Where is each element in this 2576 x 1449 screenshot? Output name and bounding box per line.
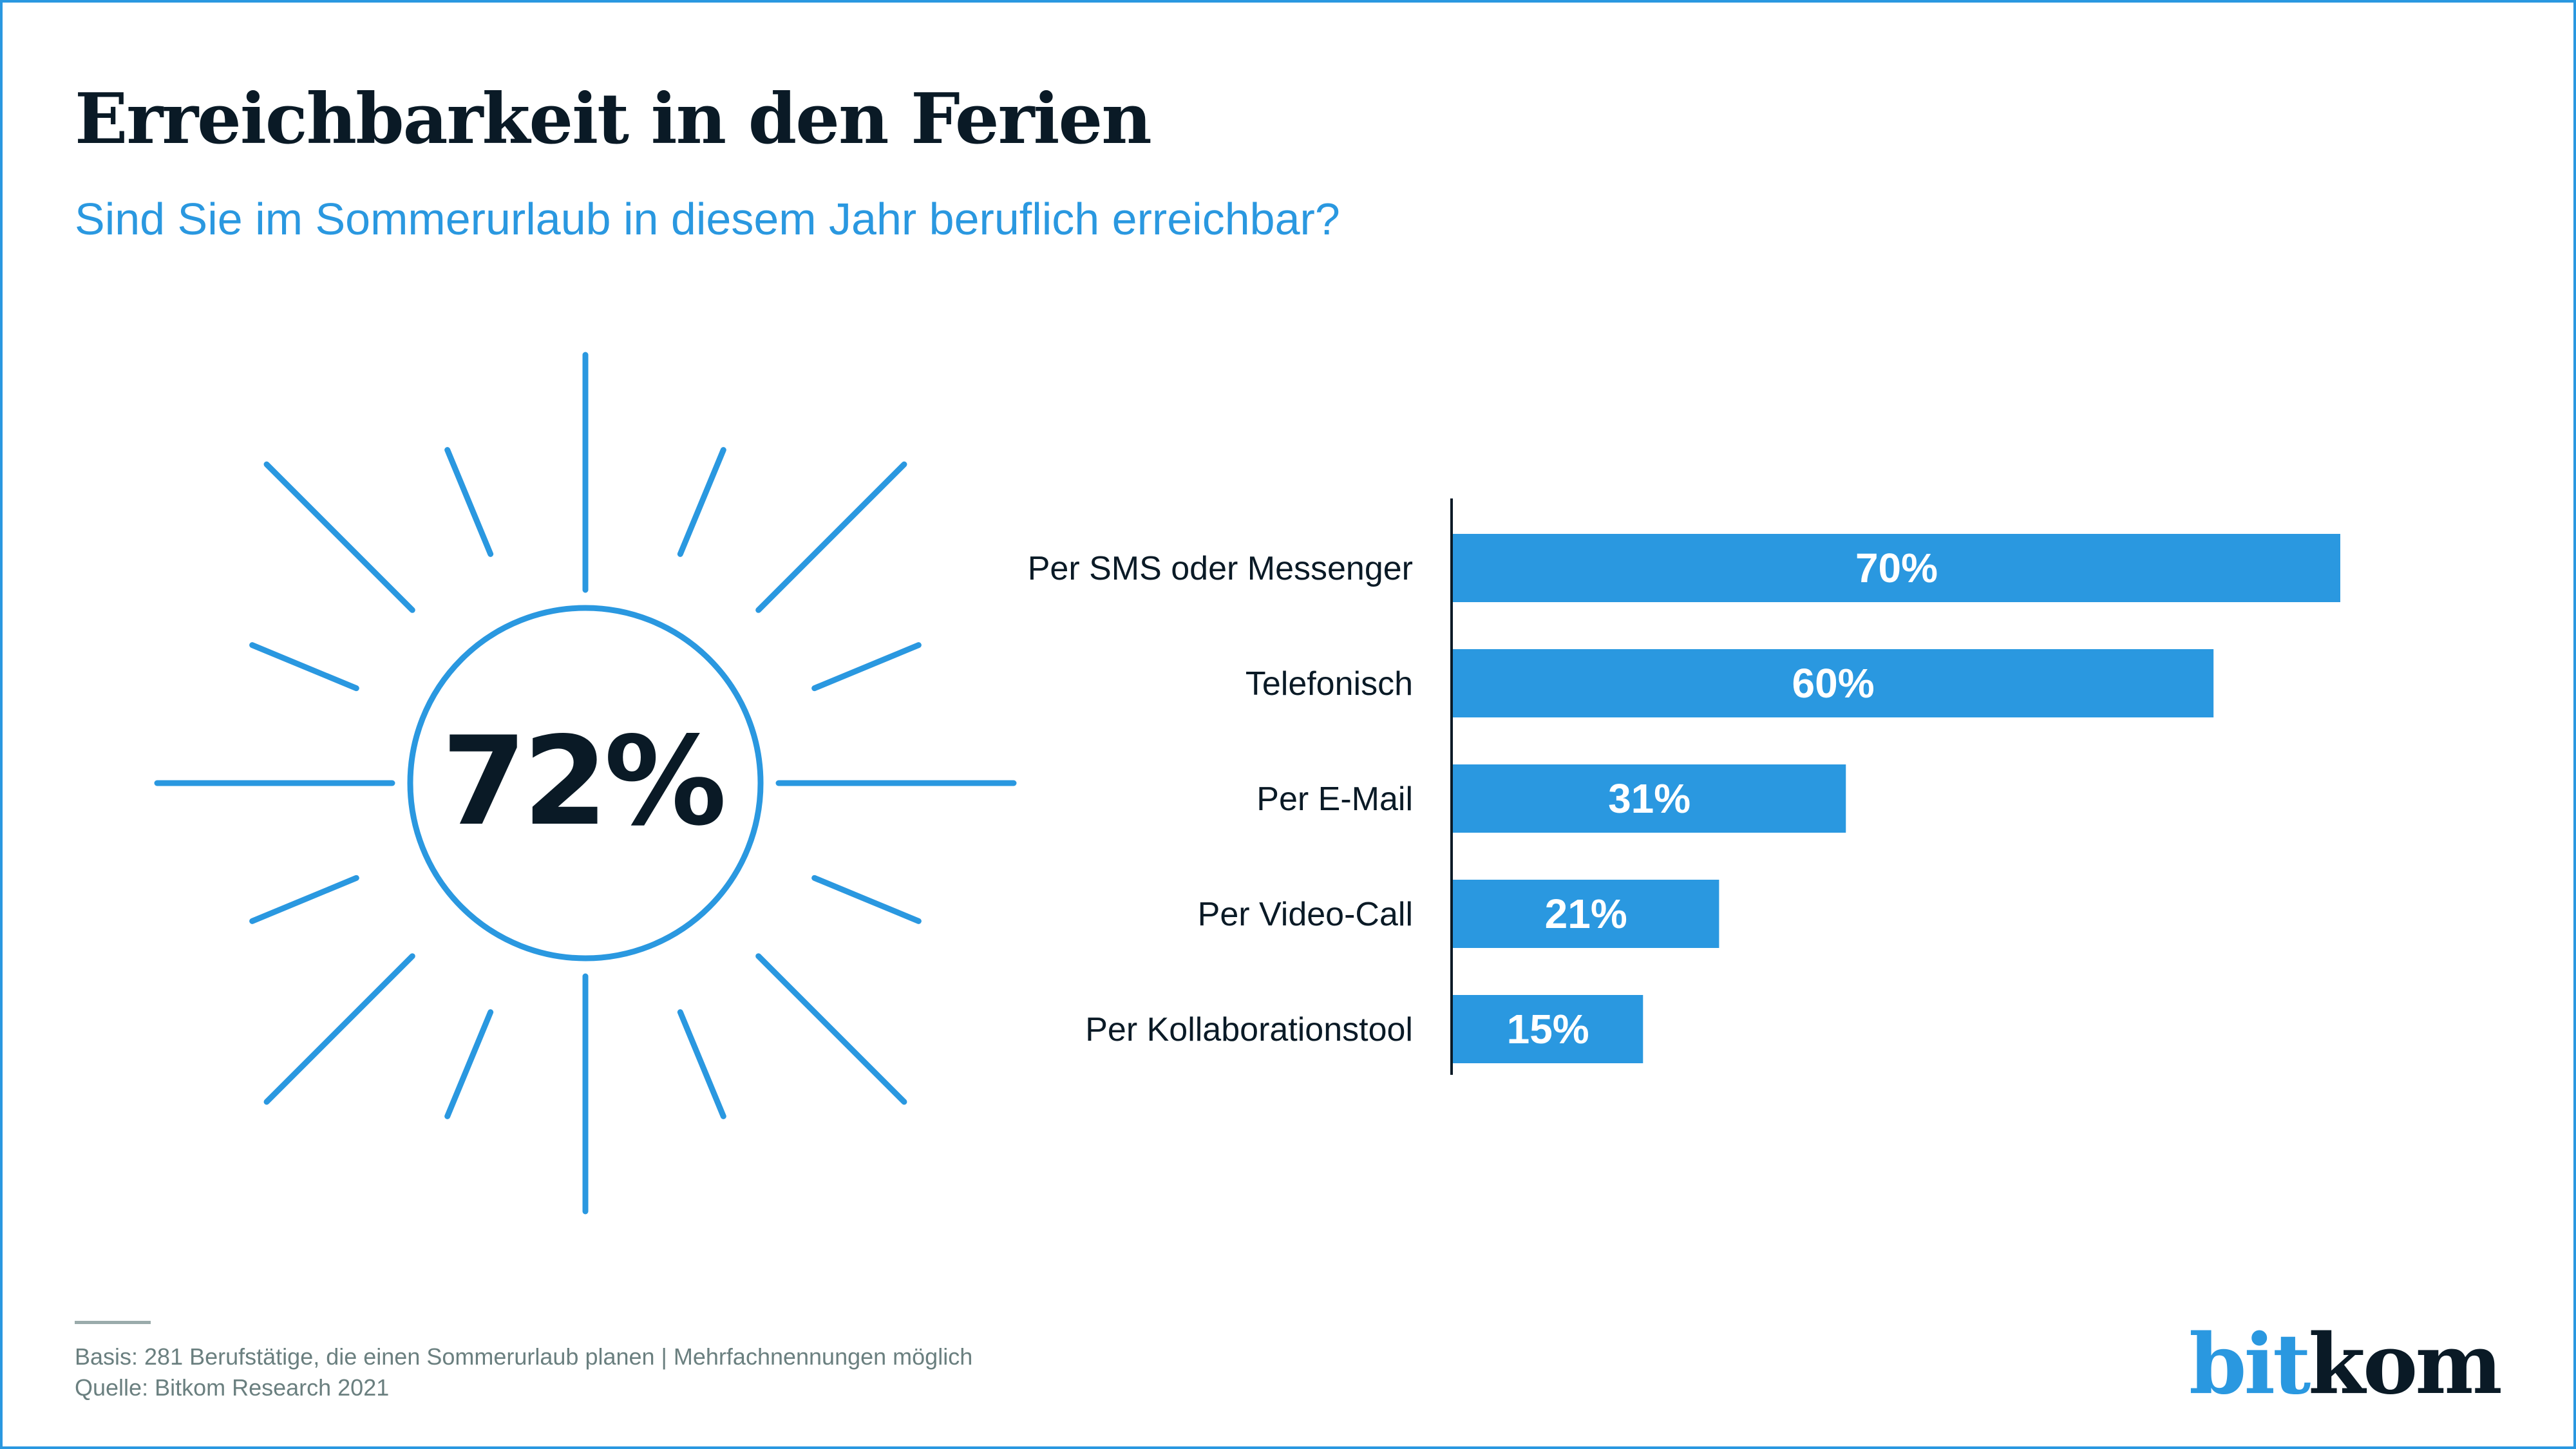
highlight-value: 72% <box>441 710 727 853</box>
sun-ray <box>444 1009 494 1119</box>
page-subtitle: Sind Sie im Sommerurlaub in diesem Jahr … <box>75 194 1340 244</box>
sun-ray <box>677 1009 726 1119</box>
bar-1 <box>1453 649 2214 717</box>
bar-0 <box>1453 534 2340 602</box>
sun-ray <box>755 953 907 1105</box>
sun-ray <box>811 875 922 924</box>
logo-part-bit: bit <box>2189 1316 2311 1413</box>
footer-divider <box>75 1321 151 1324</box>
sun-circle <box>407 605 764 961</box>
bar-3 <box>1453 880 1719 948</box>
sun-ray <box>263 953 415 1105</box>
value-label: 31% <box>1608 775 1690 822</box>
bar-chart: Per SMS oder Messenger 70% Telefonisch 60% P… <box>1028 498 2340 1075</box>
logo-part-kom: kom <box>2308 1316 2502 1413</box>
page-title: Erreichbarkeit in den Ferien <box>75 79 1152 160</box>
category-label: Per Video-Call <box>1198 896 1413 933</box>
category-label: Per Kollaborationstool <box>1085 1011 1413 1048</box>
value-label: 15% <box>1507 1006 1589 1052</box>
bar-2 <box>1453 764 1846 833</box>
sun-ray <box>263 461 415 613</box>
footnote-source: Quelle: Bitkom Research 2021 <box>75 1374 390 1401</box>
sun-ray <box>249 875 359 924</box>
value-label: 21% <box>1545 891 1627 937</box>
footnote-basis: Basis: 281 Berufstätige, die einen Somme… <box>75 1343 973 1370</box>
sun-ray <box>755 461 907 613</box>
value-label: 70% <box>1855 545 1938 591</box>
sun-ray <box>249 642 359 692</box>
bar-4 <box>1453 995 1643 1063</box>
sun-ray <box>444 447 494 557</box>
sun-ray <box>811 642 922 692</box>
sun-ray <box>677 447 726 557</box>
bitkom-logo: bitkom <box>2189 1316 2503 1413</box>
sun-icon <box>154 352 1017 1215</box>
category-label: Telefonisch <box>1245 665 1413 703</box>
category-label: Per E-Mail <box>1256 781 1413 818</box>
category-label: Per SMS oder Messenger <box>1028 550 1413 587</box>
value-label: 60% <box>1792 660 1875 706</box>
